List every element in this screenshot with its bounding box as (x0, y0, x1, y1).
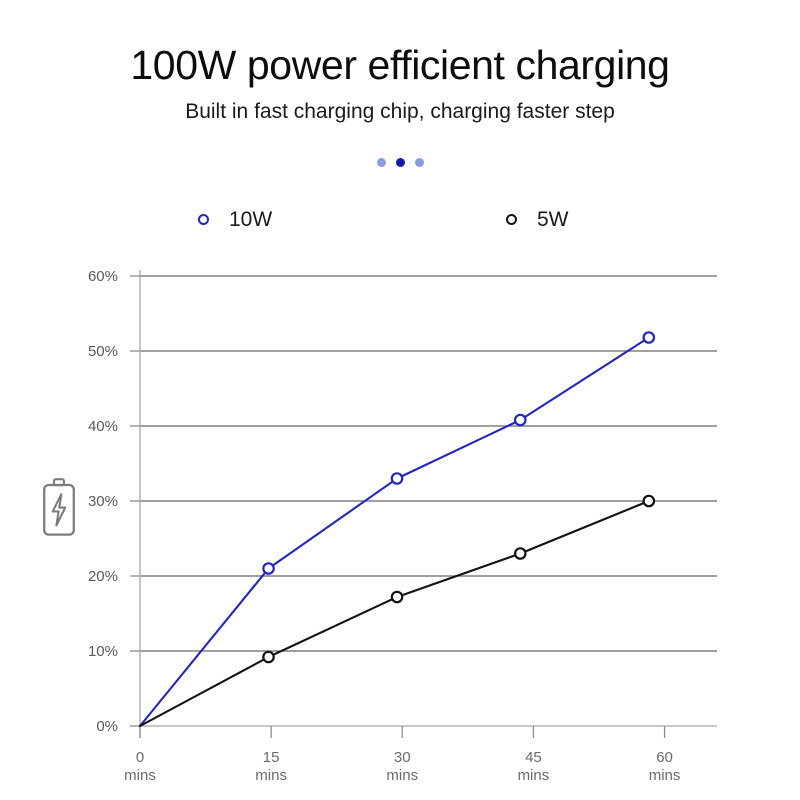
data-point-5w-3[interactable] (513, 547, 527, 560)
data-point-5w-2[interactable] (390, 590, 404, 604)
x-tick-label-30: 30 (394, 749, 411, 766)
x-tick-label-0: 0 (136, 749, 144, 766)
carousel-dot-2[interactable] (395, 158, 405, 167)
chart-gridlines (140, 275, 717, 727)
carousel-dots[interactable] (0, 158, 800, 167)
chart-legend: 10W 5W (140, 205, 720, 233)
legend-marker-5w-icon (506, 213, 517, 225)
y-tick-label-30: 30% (88, 493, 118, 510)
series-line-5w (138, 499, 650, 728)
data-point-10w-2[interactable] (390, 472, 404, 485)
legend-label-5w: 5W (537, 207, 569, 231)
y-tick-label-40: 40% (88, 418, 118, 435)
y-tick-label-20: 20% (88, 568, 118, 585)
legend-label-10w: 10W (229, 207, 273, 231)
y-tick-label-10: 10% (88, 643, 118, 660)
x-tick-label-15: 15 (263, 749, 280, 766)
x-tick-label-45: 45 (525, 749, 542, 766)
data-point-10w-1[interactable] (262, 562, 275, 575)
y-tick-label-60: 60% (88, 268, 118, 285)
legend-marker-10w-icon (198, 213, 209, 225)
page-title: 100W power efficient charging (130, 42, 670, 88)
legend-item-5w[interactable]: 5W (506, 205, 569, 233)
x-tick-sublabel-15: mins (255, 767, 287, 784)
x-tick-label-60: 60 (656, 749, 673, 766)
data-point-10w-3[interactable] (513, 413, 527, 427)
x-tick-sublabel-0: mins (124, 767, 156, 784)
legend-item-10w[interactable]: 10W (198, 205, 272, 233)
data-point-10w-4[interactable] (642, 331, 656, 344)
header-block: 100W power efficient charging Built in f… (0, 0, 800, 125)
carousel-dot-1[interactable] (376, 158, 386, 167)
x-tick-sublabel-30: mins (386, 767, 418, 784)
x-tick-sublabel-60: mins (649, 767, 681, 784)
y-tick-label-0: 0% (96, 718, 118, 735)
battery-charging-icon (41, 478, 77, 536)
data-point-5w-4[interactable] (642, 494, 656, 508)
y-tick-label-50: 50% (88, 343, 118, 360)
chart-x-tick-marks (139, 726, 666, 738)
series-line-10w (138, 336, 650, 728)
x-tick-sublabel-45: mins (518, 767, 550, 784)
data-point-5w-1[interactable] (262, 650, 275, 664)
chart-y-tick-marks (130, 275, 142, 727)
chart-series (138, 331, 656, 728)
carousel-dot-3[interactable] (414, 158, 424, 167)
page-subtitle: Built in fast charging chip, charging fa… (185, 100, 615, 123)
chart-y-tick-labels: 0% 10% 20% 30% 40% 50% 60% (88, 268, 118, 735)
